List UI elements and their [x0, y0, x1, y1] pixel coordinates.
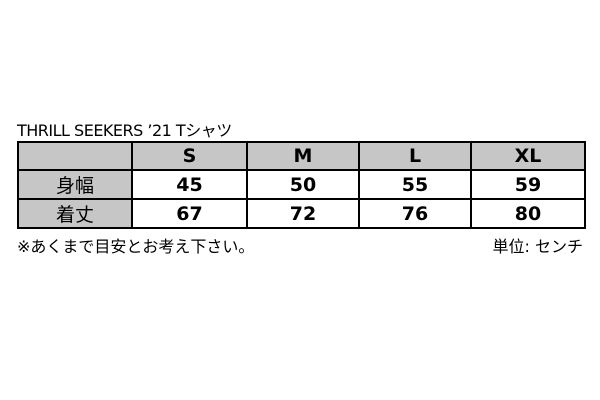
row-label-width: 身幅	[17, 169, 133, 200]
header-size-l: L	[358, 141, 472, 171]
disclaimer-note: ※あくまで目安とお考え下さい。	[17, 237, 255, 256]
table-row: 身幅 45 50 55 59	[17, 169, 586, 200]
table-cell: 72	[246, 198, 360, 229]
size-table: S M L XL 身幅 45 50 55 59 着丈 67 72 76 80	[17, 141, 586, 229]
header-size-m: M	[246, 141, 360, 171]
header-size-xl: XL	[470, 141, 586, 171]
unit-label: 単位: センチ	[492, 237, 583, 256]
table-cell: 45	[131, 169, 248, 200]
table-cell: 67	[131, 198, 248, 229]
header-blank	[17, 141, 133, 171]
header-row: S M L XL	[17, 141, 586, 171]
table-cell: 76	[358, 198, 472, 229]
table-cell: 59	[470, 169, 586, 200]
row-label-length: 着丈	[17, 198, 133, 229]
table-row: 着丈 67 72 76 80	[17, 198, 586, 229]
chart-title: THRILL SEEKERS ’21 Tシャツ	[17, 121, 232, 140]
table-cell: 50	[246, 169, 360, 200]
table-cell: 80	[470, 198, 586, 229]
table-cell: 55	[358, 169, 472, 200]
header-size-s: S	[131, 141, 248, 171]
